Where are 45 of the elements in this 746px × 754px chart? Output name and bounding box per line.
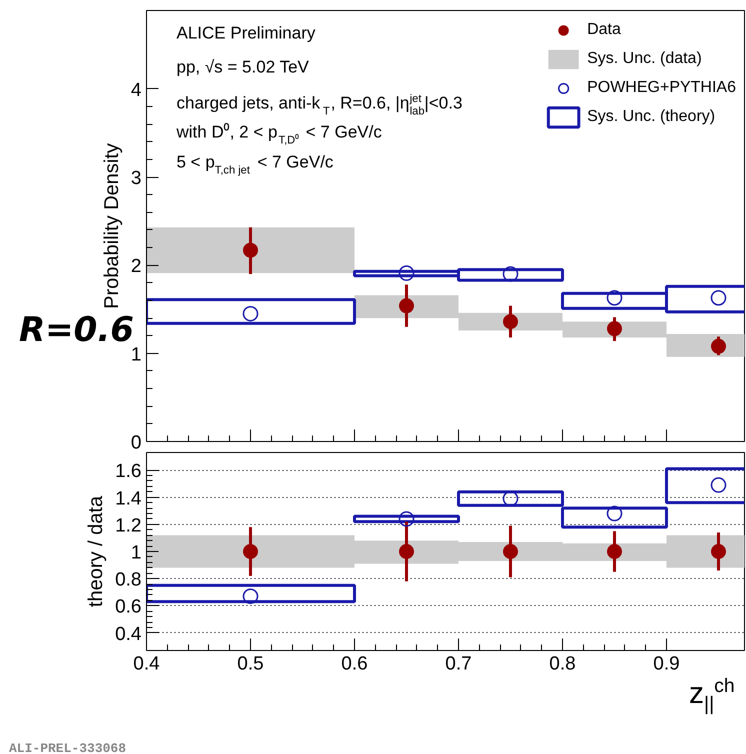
y-tick-label: 2	[130, 256, 142, 278]
point	[398, 265, 414, 281]
point	[710, 477, 726, 493]
point	[503, 544, 518, 559]
point	[710, 290, 726, 306]
y-tick-label: 1.6	[115, 461, 142, 482]
point	[711, 338, 726, 354]
y-tick-label: 1.2	[115, 515, 142, 536]
annotation: pp, √s = 5.02 TeV	[176, 58, 310, 76]
point	[607, 544, 622, 559]
annotation: ALICE Preliminary	[176, 24, 316, 42]
x-tick-label: 0.6	[341, 654, 368, 674]
legend-label: Sys. Unc. (theory)	[587, 108, 716, 126]
point	[503, 314, 518, 330]
y-tick-label: 0.8	[115, 570, 142, 591]
y-tick-label: 1.4	[115, 488, 142, 510]
point	[606, 290, 622, 306]
point	[399, 298, 414, 314]
x-tick-label: 0.5	[237, 654, 264, 674]
bar	[353, 514, 460, 524]
x-tick-label: 0.7	[445, 654, 472, 674]
point	[242, 588, 258, 604]
legend-label: Data	[587, 21, 621, 39]
point	[711, 544, 726, 559]
text: ALI-PREL-333068	[9, 741, 126, 754]
point	[243, 544, 258, 559]
point	[502, 266, 518, 282]
y-tick-label: 4	[130, 80, 142, 101]
legend-label: Sys. Unc. (data)	[587, 50, 702, 68]
point	[399, 544, 414, 559]
y-tick-label: 0.4	[115, 624, 142, 645]
y-tick-label: 0	[130, 432, 142, 454]
legend-label: POWHEG+PYTHIA6	[587, 79, 736, 97]
y-axis-title: Probability Density	[100, 143, 123, 309]
point	[242, 306, 258, 322]
point	[243, 242, 258, 258]
point	[398, 511, 414, 527]
y-tick-label: 1	[130, 542, 142, 564]
y-tick-label: 3	[130, 168, 142, 190]
x-tick-label: 0.9	[653, 654, 680, 674]
point	[606, 506, 622, 522]
y-axis-title: theory / data	[85, 495, 108, 608]
y-tick-label: 0.6	[115, 596, 142, 618]
point	[607, 321, 622, 336]
x-tick-label: 0.8	[549, 654, 576, 674]
